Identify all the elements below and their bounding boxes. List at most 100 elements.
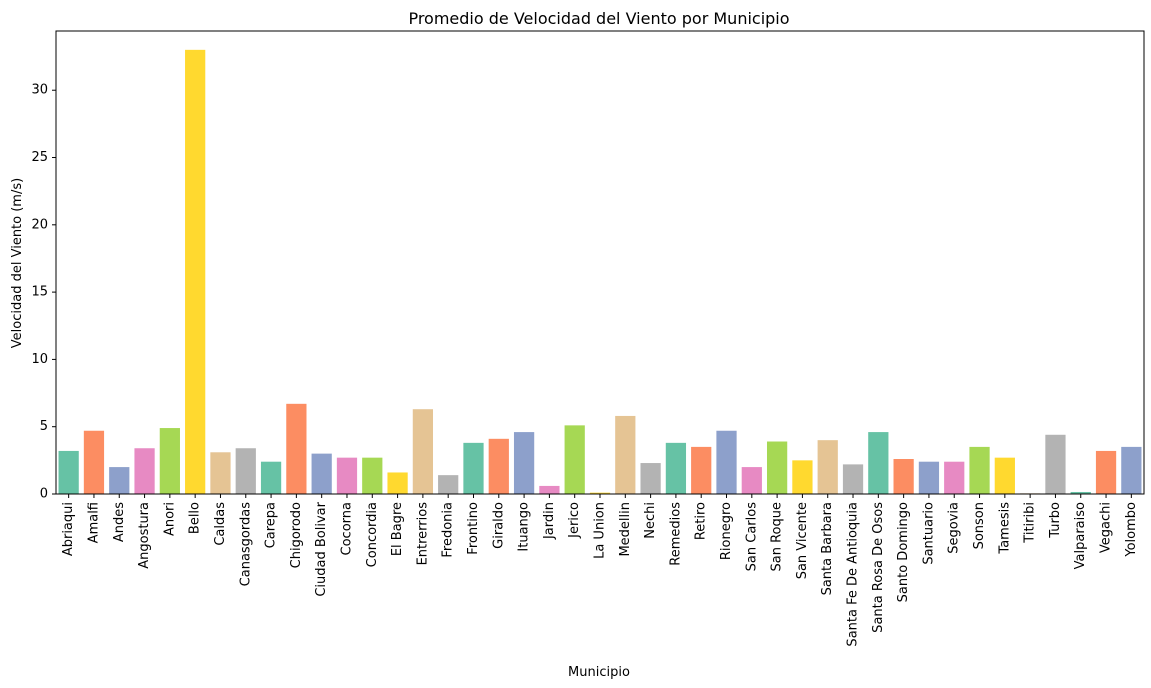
x-tick-label: Caldas <box>213 502 228 546</box>
x-tick-label: Santuario <box>921 502 936 565</box>
bar-rionegro <box>716 430 737 494</box>
bar-sonson <box>969 446 990 494</box>
bar-remedios <box>665 442 687 494</box>
bar-medellin <box>615 415 636 494</box>
x-tick-label: Carepa <box>264 502 279 548</box>
bar-nechi <box>640 463 661 494</box>
x-tick-label: Frontino <box>466 502 481 555</box>
bar-abriaqui <box>58 450 79 494</box>
x-tick-label: Bello <box>188 502 203 534</box>
x-tick-label: Chigorodo <box>289 502 304 568</box>
x-tick-label: Rionegro <box>719 502 734 560</box>
x-tick-label: Anori <box>162 502 177 536</box>
x-tick-label: Cocorna <box>339 502 354 555</box>
x-tick-label: Vegachi <box>1099 502 1114 553</box>
bar-retiro <box>691 446 712 494</box>
x-tick-label: San Carlos <box>744 502 759 572</box>
x-tick-label: Segovia <box>947 502 962 554</box>
y-tick-label: 10 <box>31 352 48 367</box>
plot-frame <box>55 30 1145 495</box>
x-tick-label: San Roque <box>770 502 785 571</box>
x-tick-label: Tamesis <box>997 502 1012 555</box>
x-tick-label: Valparaiso <box>1073 502 1088 569</box>
x-tick-label: Ciudad Bolivar <box>314 501 329 596</box>
bar-ituango <box>513 432 535 494</box>
bar-cocorna <box>336 457 358 494</box>
bar-santa-fe-de-antioquia <box>842 464 864 494</box>
x-tick-label: La Union <box>593 502 608 559</box>
bar-san-carlos <box>741 467 762 494</box>
bar-chigorodo <box>286 403 307 494</box>
x-tick-label: Entrerrios <box>415 502 430 566</box>
x-tick-label: Amalfi <box>86 502 101 543</box>
bar-concordia <box>362 457 383 494</box>
bar-frontino <box>463 442 484 494</box>
x-tick-label: Titiribi <box>1023 502 1038 544</box>
x-tick-label: Santa Rosa De Osos <box>871 502 886 633</box>
x-tick-label: Nechi <box>643 502 658 539</box>
bar-fredonia <box>438 475 459 494</box>
bar-anori <box>159 428 180 494</box>
bar-santa-barbara <box>817 440 838 494</box>
x-tick-label: Fredonia <box>441 502 456 558</box>
bar-carepa <box>260 461 282 494</box>
x-tick-label: Medellin <box>618 502 633 557</box>
bar-yolombo <box>1121 446 1142 494</box>
x-tick-label: Santa Barbara <box>820 502 835 595</box>
x-tick-label: Angostura <box>137 502 152 569</box>
x-tick-label: El Bagre <box>390 502 405 556</box>
y-axis: 0 5 10 15 20 25 30 <box>31 83 56 502</box>
bar-la-union <box>589 492 611 494</box>
x-tick-label: Jardin <box>542 502 557 540</box>
x-tick-label: Santo Domingo <box>896 502 911 602</box>
x-tick-label: Remedios <box>668 502 683 566</box>
bar-jerico <box>564 425 585 494</box>
bar-tamesis <box>994 457 1015 494</box>
x-tick-label: Abriaqui <box>61 502 76 556</box>
x-axis: Abriaqui Amalfi Andes Angostura Anori Bello Ca… <box>61 494 1139 647</box>
bar-turbo <box>1045 434 1066 494</box>
y-tick-label: 30 <box>31 83 48 98</box>
bar-santuario <box>918 461 940 494</box>
x-tick-label: Andes <box>112 502 127 542</box>
x-tick-label: Concordia <box>365 502 380 567</box>
x-tick-label: Turbo <box>1048 502 1063 539</box>
y-tick-label: 0 <box>40 487 48 502</box>
bar-san-roque <box>766 441 788 494</box>
x-tick-label: Ituango <box>517 502 532 552</box>
bar-el-bagre <box>387 472 408 494</box>
x-tick-label: Giraldo <box>491 502 506 549</box>
bar-andes <box>109 467 130 494</box>
x-tick-label: Retiro <box>694 502 709 540</box>
y-tick-label: 20 <box>31 217 48 232</box>
bar-giraldo <box>488 438 509 494</box>
chart-title: Promedio de Velocidad del Viento por Mun… <box>408 9 789 28</box>
y-tick-label: 5 <box>40 419 48 434</box>
bar-caldas <box>210 452 231 494</box>
bar-amalfi <box>83 430 105 494</box>
bar-bello <box>185 49 206 495</box>
x-tick-label: Jerico <box>567 502 582 539</box>
y-tick-label: 15 <box>31 285 48 300</box>
bar-vegachi <box>1095 450 1117 494</box>
x-tick-label: Canasgordas <box>238 502 253 587</box>
bar-canasgordas <box>235 448 256 494</box>
x-tick-label: San Vicente <box>795 502 810 579</box>
x-tick-label: Santa Fe De Antioquia <box>846 502 861 647</box>
bar-santo-domingo <box>893 459 914 494</box>
bar-jardin <box>539 485 560 494</box>
bar-segovia <box>944 461 965 494</box>
bar-santa-rosa-de-osos <box>868 432 889 494</box>
y-tick-label: 25 <box>31 150 48 165</box>
bar-angostura <box>134 448 155 494</box>
bar-valparaiso <box>1070 491 1091 494</box>
x-tick-label: Sonson <box>972 502 987 549</box>
y-axis-label: Velocidad del Viento (m/s) <box>10 178 25 348</box>
x-axis-label: Municipio <box>568 665 630 680</box>
x-tick-label: Yolombo <box>1124 502 1139 558</box>
bar-entrerrios <box>412 409 434 494</box>
bar-ciudad-bolivar <box>311 453 332 494</box>
bars-group <box>58 49 1142 495</box>
bar-san-vicente <box>792 460 813 494</box>
